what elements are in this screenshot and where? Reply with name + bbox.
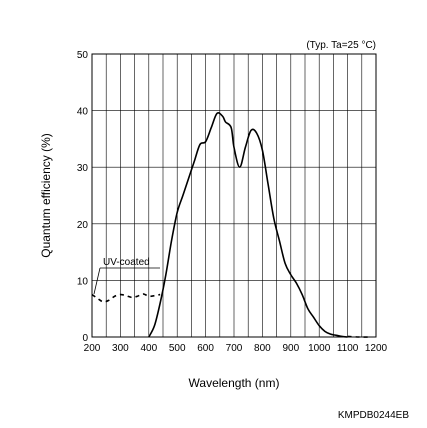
y-tick-label: 40 [77, 107, 89, 118]
x-tick-label: 500 [169, 343, 186, 354]
tick-labels: 200 300 400 500 600 700 800 900 1000 1100 1200 0 10 2… [77, 50, 388, 354]
uv-coated-annotation: UV-coated [93, 257, 160, 295]
x-tick-label: 900 [282, 343, 299, 354]
y-tick-label: 50 [77, 50, 89, 61]
y-tick-label: 0 [82, 333, 88, 344]
x-tick-label: 700 [226, 343, 243, 354]
series-line-dashed-2 [347, 335, 371, 338]
x-axis-label: Wavelength (nm) [189, 376, 280, 390]
x-tick-label: 300 [112, 343, 129, 354]
series-group [91, 112, 371, 338]
series-line-dashed-1 [91, 293, 161, 303]
x-tick-label: 800 [254, 343, 271, 354]
grid [92, 54, 376, 337]
y-tick-label: 20 [77, 220, 89, 231]
annotation-label-uv-coated: UV-coated [103, 257, 150, 268]
x-tick-label: 1200 [365, 343, 388, 354]
x-tick-label: 200 [84, 343, 101, 354]
x-tick-label: 600 [197, 343, 214, 354]
x-tick-label: 1000 [308, 343, 331, 354]
y-axis-label: Quantum efficiency (%) [39, 133, 53, 258]
figure-code: KMPDB0244EB [338, 410, 409, 421]
x-tick-label: 400 [140, 343, 157, 354]
condition-note: (Typ. Ta=25 °C) [306, 40, 376, 51]
plot-frame [91, 53, 377, 338]
y-tick-label: 10 [77, 276, 89, 287]
y-tick-label: 30 [77, 163, 89, 174]
annotation-leader-line [93, 267, 101, 295]
series-line-main [148, 112, 348, 338]
x-tick-label: 1100 [337, 343, 359, 354]
